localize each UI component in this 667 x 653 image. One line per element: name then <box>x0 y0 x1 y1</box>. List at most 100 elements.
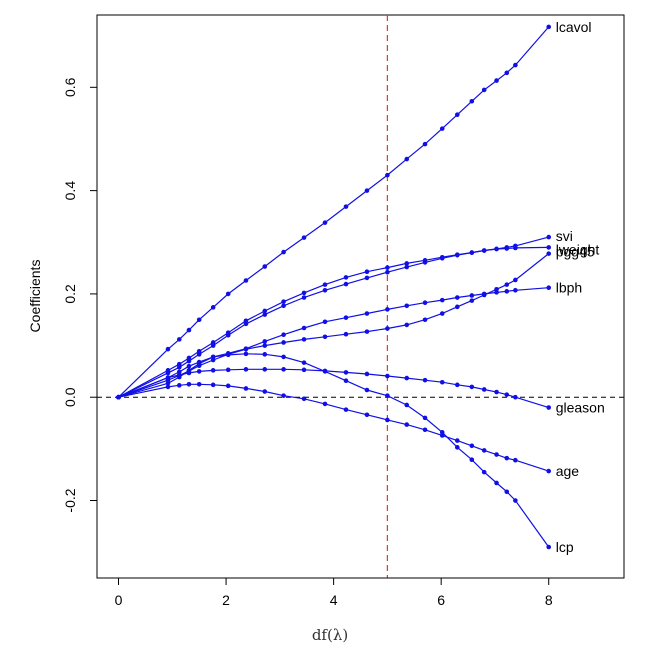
series-point-lcp <box>513 498 518 503</box>
series-point-lcavol <box>364 188 370 193</box>
series-point-lcp <box>116 394 121 400</box>
series-point-lcavol <box>165 346 171 352</box>
series-point-age <box>504 455 510 461</box>
y-tick-label: 0.2 <box>62 284 78 304</box>
series-label-lcavol: lcavol <box>556 19 592 35</box>
series-point-lcavol <box>225 291 231 297</box>
y-axis: -0.2 0.0 0.2 0.4 0.6 <box>62 77 98 513</box>
series-point-lcp <box>243 351 249 357</box>
series-point-lcavol <box>196 317 202 323</box>
series-point-lcp <box>322 369 328 374</box>
series-point-age <box>404 422 410 427</box>
series-point-lweight <box>196 352 202 357</box>
series-point-pgg45 <box>385 326 390 331</box>
series-lcavol <box>116 24 552 400</box>
series-point-lcp <box>546 544 552 550</box>
series-point-age <box>546 468 552 474</box>
series-point-lweight <box>262 312 268 317</box>
series-point-pgg45 <box>454 304 460 310</box>
series-point-age <box>513 457 518 463</box>
series-point-lbph <box>262 339 268 344</box>
series-label-lbph: lbph <box>556 280 582 296</box>
series-point-lweight <box>494 246 499 252</box>
series-point-lcp <box>343 378 349 383</box>
series-point-svi <box>385 265 390 270</box>
x-tick-label: 2 <box>222 592 230 608</box>
series-point-lweight <box>454 252 460 258</box>
series-point-lcavol <box>513 62 518 68</box>
series-point-lweight <box>225 332 231 338</box>
series-point-lcavol <box>243 278 249 283</box>
x-tick-label: 6 <box>437 592 445 608</box>
series-point-lcavol <box>301 235 307 240</box>
series-point-pgg45 <box>343 331 349 337</box>
series-point-age <box>322 401 328 407</box>
series-point-lbph <box>243 346 249 351</box>
series-gleason <box>116 367 552 410</box>
series-point-lweight <box>422 260 428 265</box>
y-axis-title: Coefficients <box>27 260 43 333</box>
series-point-svi <box>343 275 349 280</box>
series-point-lbph <box>322 319 328 325</box>
series-point-lcp <box>225 352 231 358</box>
series-point-lcp <box>301 360 307 365</box>
series-point-lcp <box>186 368 192 373</box>
series-point-lbph <box>422 300 428 305</box>
series-point-lbph <box>546 285 552 291</box>
series-point-lweight <box>243 321 249 327</box>
series-point-age <box>176 383 182 388</box>
series-point-lbph <box>454 295 460 300</box>
series-point-lweight <box>186 358 192 364</box>
series-point-lcp <box>454 445 460 450</box>
series-point-age <box>186 382 192 387</box>
series-point-lcp <box>281 354 286 360</box>
series-label-gleason: gleason <box>556 400 605 416</box>
series-point-age <box>165 384 171 390</box>
y-tick-label: 0.6 <box>62 77 78 97</box>
series-point-lbph <box>494 290 499 295</box>
series-point-svi <box>404 261 410 266</box>
reference-lines <box>97 15 624 578</box>
series-age <box>116 382 552 474</box>
series-point-age <box>481 448 487 453</box>
series-point-gleason <box>243 367 249 372</box>
series-point-age <box>343 407 349 412</box>
series-point-pgg45 <box>422 317 428 323</box>
series-point-gleason <box>225 367 231 373</box>
y-tick-label: 0.4 <box>62 181 78 201</box>
series-point-pgg45 <box>281 340 286 345</box>
series-point-lweight <box>469 250 475 255</box>
series-label-age: age <box>556 463 580 479</box>
plot-frame <box>96 14 625 579</box>
series-point-lcavol <box>262 264 268 269</box>
series-point-svi <box>262 308 268 314</box>
series-point-gleason <box>404 375 410 381</box>
series-point-age <box>301 396 307 402</box>
series-point-lbph <box>186 363 192 369</box>
series-point-lcavol <box>281 249 286 255</box>
series-point-age <box>210 382 216 388</box>
series-point-gleason <box>210 368 216 373</box>
series-point-lcavol <box>186 327 192 333</box>
series-point-lweight <box>513 245 518 251</box>
series-point-lcp <box>262 352 268 357</box>
series-point-gleason <box>196 369 202 374</box>
x-axis: 0 2 4 6 8 <box>115 577 553 608</box>
series-point-lcp <box>385 393 390 398</box>
series-point-lcavol <box>385 172 390 178</box>
series-point-lcp <box>494 480 499 486</box>
series-point-pgg45 <box>469 298 475 303</box>
series-point-lcp <box>504 489 510 495</box>
series-point-lweight <box>176 364 182 370</box>
series-point-lweight <box>404 264 410 270</box>
series-point-lweight <box>385 269 390 275</box>
x-tick-label: 8 <box>545 592 553 608</box>
series-point-gleason <box>385 373 390 379</box>
series-point-age <box>422 427 428 433</box>
series-point-gleason <box>469 384 475 390</box>
series-point-age <box>196 382 202 387</box>
series-point-lcavol <box>439 126 445 131</box>
series-point-lcp <box>469 457 475 463</box>
